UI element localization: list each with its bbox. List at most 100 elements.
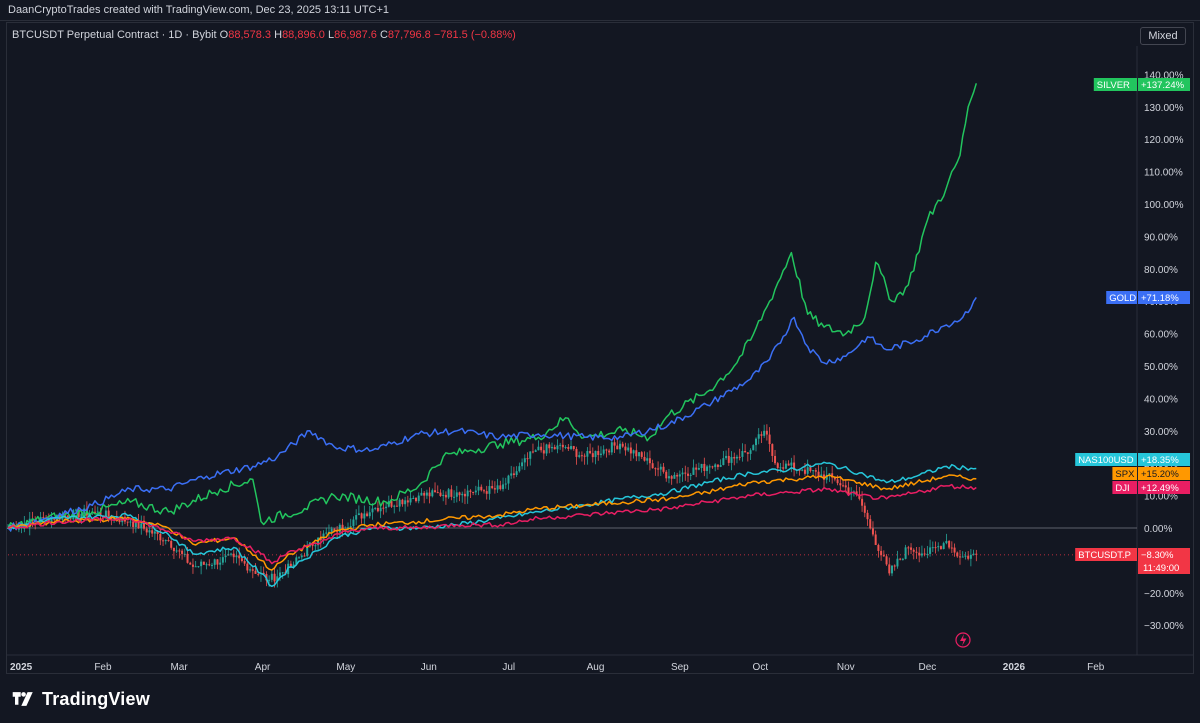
btc-candle[interactable]	[238, 555, 241, 559]
btc-candle[interactable]	[931, 547, 934, 549]
series-line-silver[interactable]	[7, 83, 978, 530]
btc-candle[interactable]	[268, 579, 271, 581]
btc-candle[interactable]	[20, 525, 23, 528]
btc-candle[interactable]	[436, 492, 439, 494]
btc-candle[interactable]	[382, 507, 385, 509]
series-name-tag-dji[interactable]	[1112, 481, 1137, 494]
btc-candle[interactable]	[542, 450, 545, 454]
btc-candle[interactable]	[325, 532, 328, 534]
btc-candle[interactable]	[461, 493, 464, 496]
symbol-name[interactable]: BTCUSDT Perpetual Contract · 1D · Bybit	[12, 29, 217, 41]
btc-candle[interactable]	[589, 450, 592, 454]
btc-candle[interactable]	[790, 462, 793, 466]
btc-candle[interactable]	[580, 455, 583, 457]
btc-candle[interactable]	[243, 561, 246, 564]
btc-candle[interactable]	[371, 508, 374, 513]
btc-candle[interactable]	[143, 523, 145, 529]
btc-candle[interactable]	[599, 453, 602, 455]
btc-candle[interactable]	[431, 490, 434, 497]
btc-candle[interactable]	[689, 474, 692, 476]
btc-candle[interactable]	[866, 512, 869, 520]
btc-candle[interactable]	[504, 483, 507, 485]
btc-candle[interactable]	[58, 515, 61, 520]
btc-candle[interactable]	[567, 447, 570, 449]
btc-candle[interactable]	[706, 466, 709, 471]
btc-candle[interactable]	[205, 564, 208, 566]
btc-candle[interactable]	[561, 444, 564, 448]
btc-candle[interactable]	[232, 553, 235, 558]
btc-candle[interactable]	[493, 488, 496, 490]
btc-candle[interactable]	[608, 450, 611, 453]
btc-candle[interactable]	[485, 491, 488, 494]
btc-candle[interactable]	[896, 558, 899, 567]
btc-candle[interactable]	[885, 556, 888, 565]
btc-candle[interactable]	[458, 492, 461, 496]
btc-candle[interactable]	[140, 523, 143, 529]
btc-candle[interactable]	[341, 524, 344, 530]
btc-candle[interactable]	[507, 475, 510, 484]
btc-candle[interactable]	[314, 545, 317, 547]
btc-candle[interactable]	[591, 453, 594, 458]
btc-candle[interactable]	[817, 471, 820, 477]
btc-candle[interactable]	[967, 555, 970, 559]
btc-candle[interactable]	[333, 528, 336, 532]
btc-candle[interactable]	[518, 466, 521, 472]
btc-candle[interactable]	[564, 447, 567, 448]
btc-candle[interactable]	[545, 444, 548, 454]
btc-candle[interactable]	[926, 553, 929, 555]
btc-candle[interactable]	[670, 476, 673, 479]
btc-candle[interactable]	[249, 569, 252, 571]
btc-candle[interactable]	[197, 566, 200, 568]
btc-candle[interactable]	[118, 519, 121, 523]
btc-candle[interactable]	[918, 552, 921, 556]
btc-candle[interactable]	[496, 485, 499, 490]
btc-candle[interactable]	[186, 553, 189, 563]
btc-candle[interactable]	[915, 551, 918, 553]
btc-candle[interactable]	[559, 444, 562, 446]
btc-candle[interactable]	[194, 566, 197, 568]
btc-candle[interactable]	[629, 447, 632, 454]
btc-candle[interactable]	[956, 552, 959, 557]
btc-candle[interactable]	[208, 564, 211, 566]
btc-candle[interactable]	[708, 466, 711, 468]
btc-candle[interactable]	[281, 572, 284, 574]
btc-candle[interactable]	[211, 564, 213, 566]
btc-candle[interactable]	[300, 555, 303, 558]
btc-candle[interactable]	[948, 540, 951, 548]
btc-candle[interactable]	[651, 463, 654, 469]
btc-candle[interactable]	[888, 564, 891, 574]
btc-candle[interactable]	[170, 540, 173, 548]
btc-candle[interactable]	[175, 550, 178, 552]
btc-candle[interactable]	[727, 455, 730, 463]
btc-candle[interactable]	[880, 550, 883, 556]
btc-candle[interactable]	[423, 492, 426, 496]
btc-candle[interactable]	[164, 540, 167, 542]
btc-candle[interactable]	[104, 510, 107, 518]
btc-candle[interactable]	[257, 573, 260, 575]
btc-candle[interactable]	[94, 511, 97, 513]
btc-candle[interactable]	[602, 449, 605, 454]
btc-candle[interactable]	[17, 527, 20, 530]
btc-candle[interactable]	[738, 456, 741, 458]
btc-candle[interactable]	[725, 455, 728, 459]
btc-candle[interactable]	[499, 485, 502, 490]
btc-candle[interactable]	[368, 512, 371, 517]
btc-candle[interactable]	[289, 563, 292, 567]
btc-candle[interactable]	[716, 464, 719, 467]
btc-candle[interactable]	[330, 528, 333, 532]
btc-candle[interactable]	[722, 458, 725, 466]
btc-candle[interactable]	[515, 471, 518, 475]
btc-candle[interactable]	[77, 509, 80, 518]
btc-candle[interactable]	[553, 446, 556, 450]
btc-candle[interactable]	[828, 473, 831, 475]
btc-candle[interactable]	[912, 549, 915, 552]
btc-candle[interactable]	[961, 556, 964, 558]
btc-candle[interactable]	[768, 434, 771, 445]
btc-candle[interactable]	[899, 558, 902, 560]
btc-candle[interactable]	[907, 547, 910, 549]
btc-candle[interactable]	[355, 515, 358, 520]
btc-candle[interactable]	[744, 451, 747, 453]
btc-candle[interactable]	[891, 565, 893, 574]
btc-candle[interactable]	[654, 468, 657, 470]
btc-candle[interactable]	[757, 434, 760, 439]
